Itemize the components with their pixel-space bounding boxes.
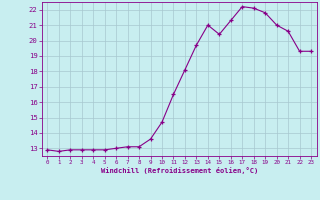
X-axis label: Windchill (Refroidissement éolien,°C): Windchill (Refroidissement éolien,°C) bbox=[100, 167, 258, 174]
